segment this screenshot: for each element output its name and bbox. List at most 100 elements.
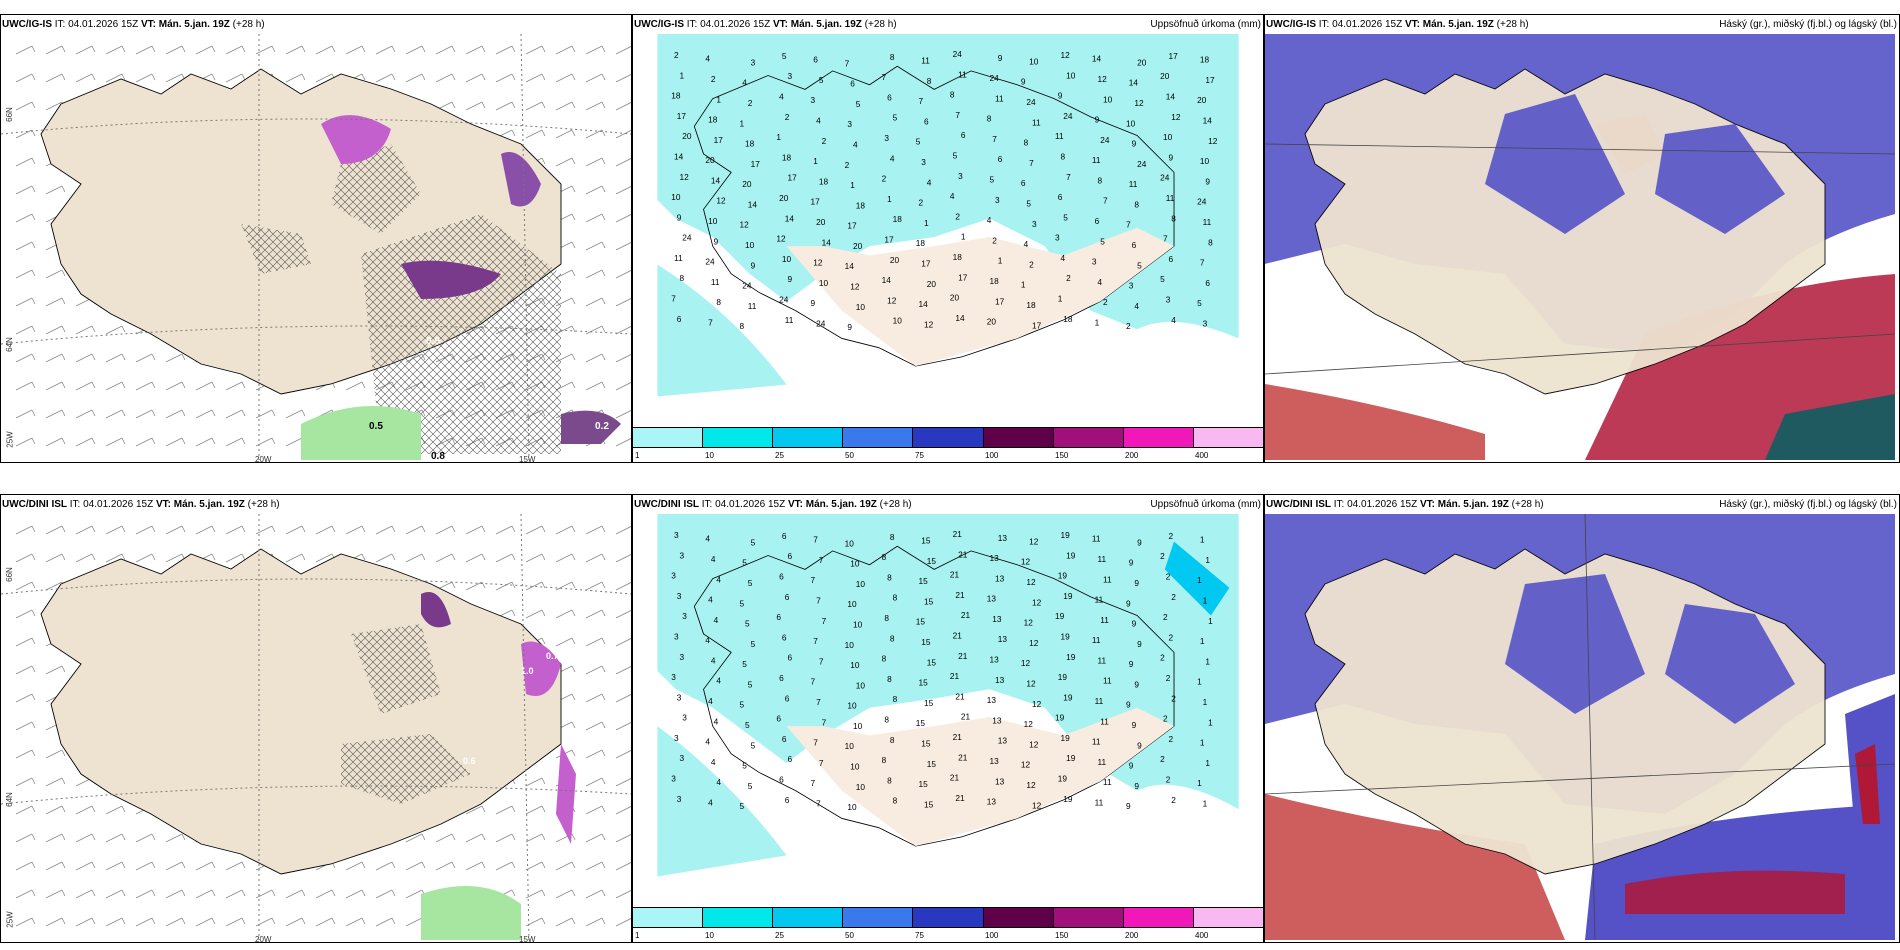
accum-value: 8 <box>890 52 895 62</box>
accum-value: 3 <box>677 692 682 702</box>
wind-barb <box>375 889 396 899</box>
wind-barb <box>345 45 366 55</box>
accum-value: 6 <box>961 130 966 140</box>
accum-value: 1 <box>1203 697 1208 707</box>
wind-barb <box>555 609 576 619</box>
accum-value: 1 <box>776 132 781 142</box>
wind-barb <box>585 833 606 843</box>
accum-value: 12 <box>1026 577 1036 587</box>
wind-barb <box>465 861 486 871</box>
accum-value: 14 <box>1166 92 1176 102</box>
wind-barb <box>165 437 186 447</box>
accum-value: 11 <box>1055 131 1064 141</box>
accum-value: 21 <box>950 773 960 783</box>
accum-value: 18 <box>745 139 755 149</box>
accum-value: 2 <box>1166 572 1171 582</box>
accum-value: 1 <box>1200 738 1205 748</box>
accum-value: 14 <box>955 313 965 323</box>
accum-value: 12 <box>1097 74 1107 84</box>
wind-barb <box>615 834 631 843</box>
accum-value: 11 <box>1095 696 1104 706</box>
wind-barb <box>15 241 36 251</box>
wind-barb <box>615 806 631 815</box>
accum-value: 2 <box>674 50 679 60</box>
accum-value: 19 <box>1066 753 1076 763</box>
accum-value: 13 <box>990 756 1000 766</box>
accum-value: 8 <box>716 297 721 307</box>
wind-barb <box>45 409 66 419</box>
accum-value: 18 <box>1200 55 1210 65</box>
wind-barb <box>15 353 36 363</box>
colorbar-swatch <box>633 428 704 447</box>
accum-value: 8 <box>893 796 898 806</box>
wind-barb <box>165 381 186 391</box>
accum-value: 5 <box>1160 274 1165 284</box>
wind-barb <box>255 525 276 535</box>
colorbar-tick: 400 <box>1195 931 1209 940</box>
wind-barb <box>375 525 396 535</box>
accum-value: 13 <box>995 573 1005 583</box>
accum-value: 9 <box>751 260 756 270</box>
accum-value: 11 <box>748 301 757 311</box>
accum-value: 9 <box>1021 77 1026 87</box>
accum-value: 7 <box>1103 196 1108 206</box>
panel-bottom-middle: UWC/DINI ISL IT: 04.01.2026 15Z VT: Mán.… <box>632 494 1264 943</box>
accum-value: 7 <box>845 58 850 68</box>
accum-value: 11 <box>958 69 967 79</box>
accum-value: 7 <box>819 555 824 565</box>
wind-barb <box>225 437 246 447</box>
accum-value: 12 <box>1021 557 1031 567</box>
wind-barb <box>15 861 36 871</box>
accum-value: 10 <box>847 802 857 812</box>
wind-barb <box>585 777 606 787</box>
accum-value: 3 <box>677 794 682 804</box>
wind-barb <box>15 665 36 675</box>
wind-barb <box>75 889 96 899</box>
accum-value: 6 <box>1132 240 1137 250</box>
wind-barb <box>615 326 631 335</box>
accum-value: 11 <box>674 253 683 263</box>
wind-barb <box>45 185 66 195</box>
accum-value: 5 <box>742 761 747 771</box>
accum-value: 24 <box>1100 135 1110 145</box>
accum-value: 14 <box>1203 115 1213 125</box>
wind-barb <box>375 917 396 927</box>
accum-value: 20 <box>682 131 692 141</box>
wind-barb <box>435 833 456 843</box>
wind-barb <box>585 525 606 535</box>
colorbar-tick: 25 <box>775 451 784 460</box>
accum-value: 2 <box>882 174 887 184</box>
wind-barb <box>465 73 486 83</box>
accum-value: 10 <box>782 254 792 264</box>
wind-barb <box>615 130 631 139</box>
wind-barb <box>195 381 216 391</box>
accum-value: 8 <box>1208 237 1213 247</box>
accum-value: 19 <box>1063 794 1073 804</box>
accum-value: 3 <box>1092 257 1097 267</box>
wind-barb <box>75 325 96 335</box>
wind-barb <box>615 438 631 447</box>
accum-value: 18 <box>893 214 903 224</box>
wind-barb <box>45 437 66 447</box>
wind-barb <box>15 581 36 591</box>
accum-value: 10 <box>1163 132 1173 142</box>
accum-value: 8 <box>890 633 895 643</box>
precip-value: 0.9 <box>426 336 440 347</box>
wind-barb <box>585 213 606 223</box>
precip-value: 0.8 <box>431 451 445 460</box>
lon-label: 25W <box>5 911 15 928</box>
panel-top-middle: UWC/IG-IS IT: 04.01.2026 15Z VT: Mán. 5.… <box>632 14 1264 463</box>
accum-value: 12 <box>1024 719 1034 729</box>
accum-value: 5 <box>953 151 958 161</box>
accum-value: 4 <box>714 615 719 625</box>
wind-barb <box>345 917 366 927</box>
wind-barb <box>165 525 186 535</box>
colorbar-swatch <box>843 428 914 447</box>
wind-barb <box>525 553 546 563</box>
accum-value: 4 <box>716 676 721 686</box>
wind-barb <box>315 889 336 899</box>
accum-value: 10 <box>745 240 755 250</box>
accum-value: 2 <box>1171 592 1176 602</box>
wind-barb <box>585 917 606 927</box>
accum-value: 8 <box>887 572 892 582</box>
